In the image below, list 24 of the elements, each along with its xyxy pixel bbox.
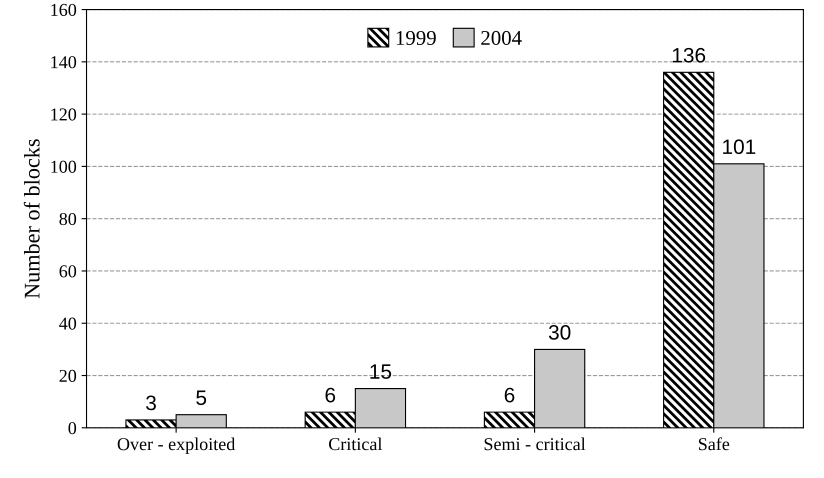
data-label: 101 [723,139,756,154]
data-label: 6 [326,388,336,402]
x-tick-label: Semi - critical [484,438,586,450]
x-tick-label: Critical [329,438,382,450]
y-tick-label: 0 [68,422,76,434]
x-tick-label: Over - exploited [118,438,236,454]
y-tick-label: 40 [59,318,76,330]
x-tick-label: Safe [698,437,730,450]
y-tick-label: 120 [51,108,76,121]
data-label: 5 [196,390,206,406]
y-tick-label: 20 [60,370,76,382]
y-tick-label: 80 [59,212,76,226]
data-label: 30 [548,324,570,340]
y-tick-label: 140 [51,56,76,68]
legend-label: 1999 [396,30,436,45]
y-tick-label: 100 [51,160,76,173]
y-tick-label: 60 [60,265,76,278]
y-tick-label: 160 [51,4,76,16]
data-label: 3 [146,396,156,410]
data-label: 6 [504,388,514,402]
y-axis-title: Number of blocks [24,139,40,298]
legend-label: 2004 [481,30,522,45]
data-label: 15 [370,364,392,379]
data-label: 136 [672,48,706,63]
